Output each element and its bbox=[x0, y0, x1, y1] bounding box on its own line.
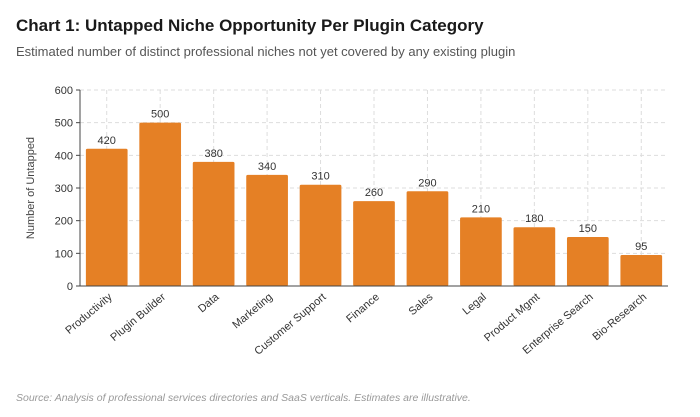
x-tick-label: Marketing bbox=[230, 291, 275, 331]
bar-value-label: 180 bbox=[525, 213, 543, 225]
y-tick-label: 600 bbox=[55, 85, 73, 97]
bar-value-label: 420 bbox=[98, 135, 116, 147]
bar-value-label: 500 bbox=[151, 109, 169, 121]
bar bbox=[406, 191, 449, 286]
x-tick-label: Plugin Builder bbox=[108, 291, 168, 344]
bar-value-label: 95 bbox=[635, 241, 647, 253]
bar-value-label: 340 bbox=[258, 161, 276, 173]
bar-value-label: 210 bbox=[472, 203, 490, 215]
x-tick-label: Finance bbox=[344, 291, 382, 325]
bar bbox=[246, 174, 288, 286]
y-tick-label: 400 bbox=[55, 150, 73, 162]
bar bbox=[620, 254, 663, 286]
bar-value-label: 310 bbox=[311, 171, 329, 183]
x-tick-label: Productivity bbox=[63, 291, 115, 337]
y-tick-label: 300 bbox=[55, 183, 73, 195]
bar bbox=[353, 201, 395, 286]
bar bbox=[299, 184, 342, 286]
bar-value-label: 290 bbox=[418, 177, 436, 189]
x-tick-label: Sales bbox=[407, 291, 436, 318]
x-tick-label: Legal bbox=[461, 291, 489, 317]
bar-value-label: 380 bbox=[204, 148, 222, 160]
chart-title: Chart 1: Untapped Niche Opportunity Per … bbox=[16, 16, 484, 35]
y-axis-label: Number of Untapped bbox=[25, 137, 37, 239]
chart-subtitle: Estimated number of distinct professiona… bbox=[16, 44, 516, 59]
bar bbox=[460, 217, 502, 286]
x-tick-label: Bio-Research bbox=[590, 291, 649, 343]
bar bbox=[85, 148, 128, 286]
bar-value-label: 260 bbox=[365, 187, 383, 199]
bar bbox=[192, 161, 235, 286]
bar bbox=[513, 227, 556, 286]
y-tick-label: 0 bbox=[67, 281, 73, 293]
y-tick-label: 100 bbox=[55, 248, 73, 260]
y-tick-label: 200 bbox=[55, 216, 73, 228]
x-tick-label: Data bbox=[196, 291, 222, 316]
bar bbox=[139, 122, 182, 287]
y-tick-label: 500 bbox=[55, 118, 73, 130]
source-note: Source: Analysis of professional service… bbox=[16, 392, 471, 404]
bar bbox=[566, 237, 609, 286]
bar-value-label: 150 bbox=[579, 223, 597, 235]
